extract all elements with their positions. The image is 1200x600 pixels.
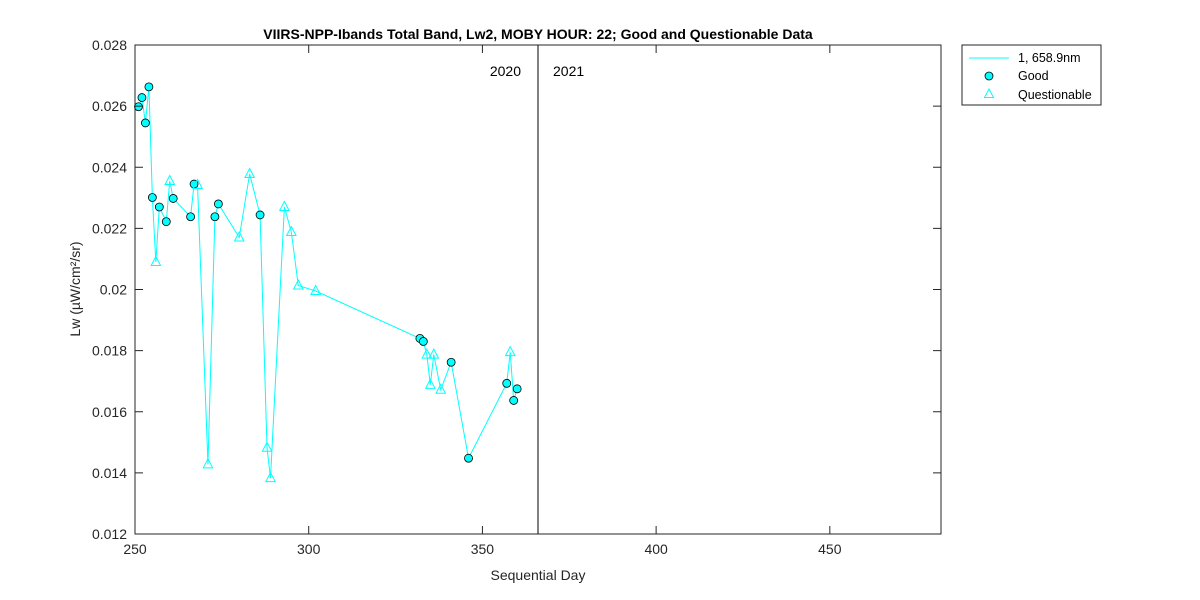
y-tick-label-6: 0.024: [92, 159, 127, 175]
good-marker-1: [137, 93, 147, 102]
x-tick-label-4: 450: [818, 541, 842, 557]
x-tick-label-1: 300: [297, 541, 321, 557]
good-marker-3: [144, 82, 154, 92]
questionable-marker-7: [264, 471, 277, 483]
questionable-marker-0: [150, 255, 162, 266]
legend-good-marker: [984, 71, 994, 81]
y-tick-label-3: 0.018: [92, 343, 127, 359]
legend-box: [961, 44, 1102, 106]
good-markers-group: [134, 82, 522, 463]
y-tick-label-5: 0.022: [92, 220, 127, 236]
questionable-marker-3: [202, 457, 214, 469]
y-tick-label-0: 0.012: [92, 526, 127, 542]
chart-title: VIIRS-NPP-Ibands Total Band, Lw2, MOBY H…: [263, 26, 813, 42]
good-marker-2: [141, 118, 150, 128]
questionable-marker-9: [285, 225, 297, 237]
legend-line-label: 1, 658.9nm: [1018, 51, 1081, 65]
questionable-marker-16: [504, 345, 516, 357]
y-axis: 0.012 0.014 0.016 0.018 0.02 0.022 0.024 0.026 0…: [92, 37, 941, 542]
questionable-marker-4: [233, 230, 245, 242]
questionable-markers-group: [150, 167, 516, 483]
good-marker-18: [509, 396, 519, 405]
y-tick-label-2: 0.016: [92, 404, 127, 420]
questionable-marker-12: [421, 348, 433, 359]
good-marker-19: [512, 384, 522, 394]
questionable-marker-14: [428, 348, 440, 359]
questionable-marker-15: [435, 383, 447, 394]
x-axis-label: Sequential Day: [491, 567, 586, 583]
legend: 1, 658.9nm Good Questionable: [961, 44, 1102, 106]
questionable-marker-1: [164, 174, 176, 185]
good-marker-4: [147, 193, 157, 202]
questionable-marker-10: [292, 278, 304, 290]
year-label-right: 2021: [553, 63, 584, 79]
legend-questionable-label: Questionable: [1018, 88, 1092, 102]
good-marker-17: [502, 378, 512, 388]
good-marker-7: [168, 194, 178, 203]
questionable-marker-5: [244, 167, 256, 178]
x-tick-label-2: 350: [471, 541, 495, 557]
y-tick-label-4: 0.02: [100, 282, 127, 298]
y-tick-label-8: 0.028: [92, 37, 127, 53]
y-axis-label: Lw (µW/cm²/sr): [67, 241, 83, 336]
questionable-marker-2: [192, 178, 204, 189]
good-marker-11: [213, 199, 223, 209]
good-marker-12: [255, 210, 265, 220]
x-axis: 250 300 350 400 450: [123, 45, 842, 557]
x-tick-label-0: 250: [123, 541, 147, 557]
good-marker-5: [154, 202, 164, 212]
questionable-marker-13: [424, 378, 436, 389]
legend-questionable-marker: [983, 87, 995, 98]
y-tick-label-7: 0.026: [92, 98, 127, 114]
good-marker-14: [418, 337, 428, 346]
year-label-left: 2020: [490, 63, 521, 79]
good-marker-10: [210, 212, 220, 222]
good-marker-6: [161, 217, 171, 227]
questionable-marker-11: [310, 284, 322, 296]
x-tick-label-3: 400: [644, 541, 668, 557]
questionable-marker-6: [261, 441, 273, 452]
good-marker-16: [464, 453, 473, 463]
good-marker-8: [186, 212, 195, 222]
good-marker-0: [134, 102, 143, 112]
legend-good-label: Good: [1018, 69, 1049, 83]
questionable-marker-8: [278, 200, 290, 211]
good-marker-15: [446, 357, 456, 367]
y-tick-label-1: 0.014: [92, 465, 127, 481]
